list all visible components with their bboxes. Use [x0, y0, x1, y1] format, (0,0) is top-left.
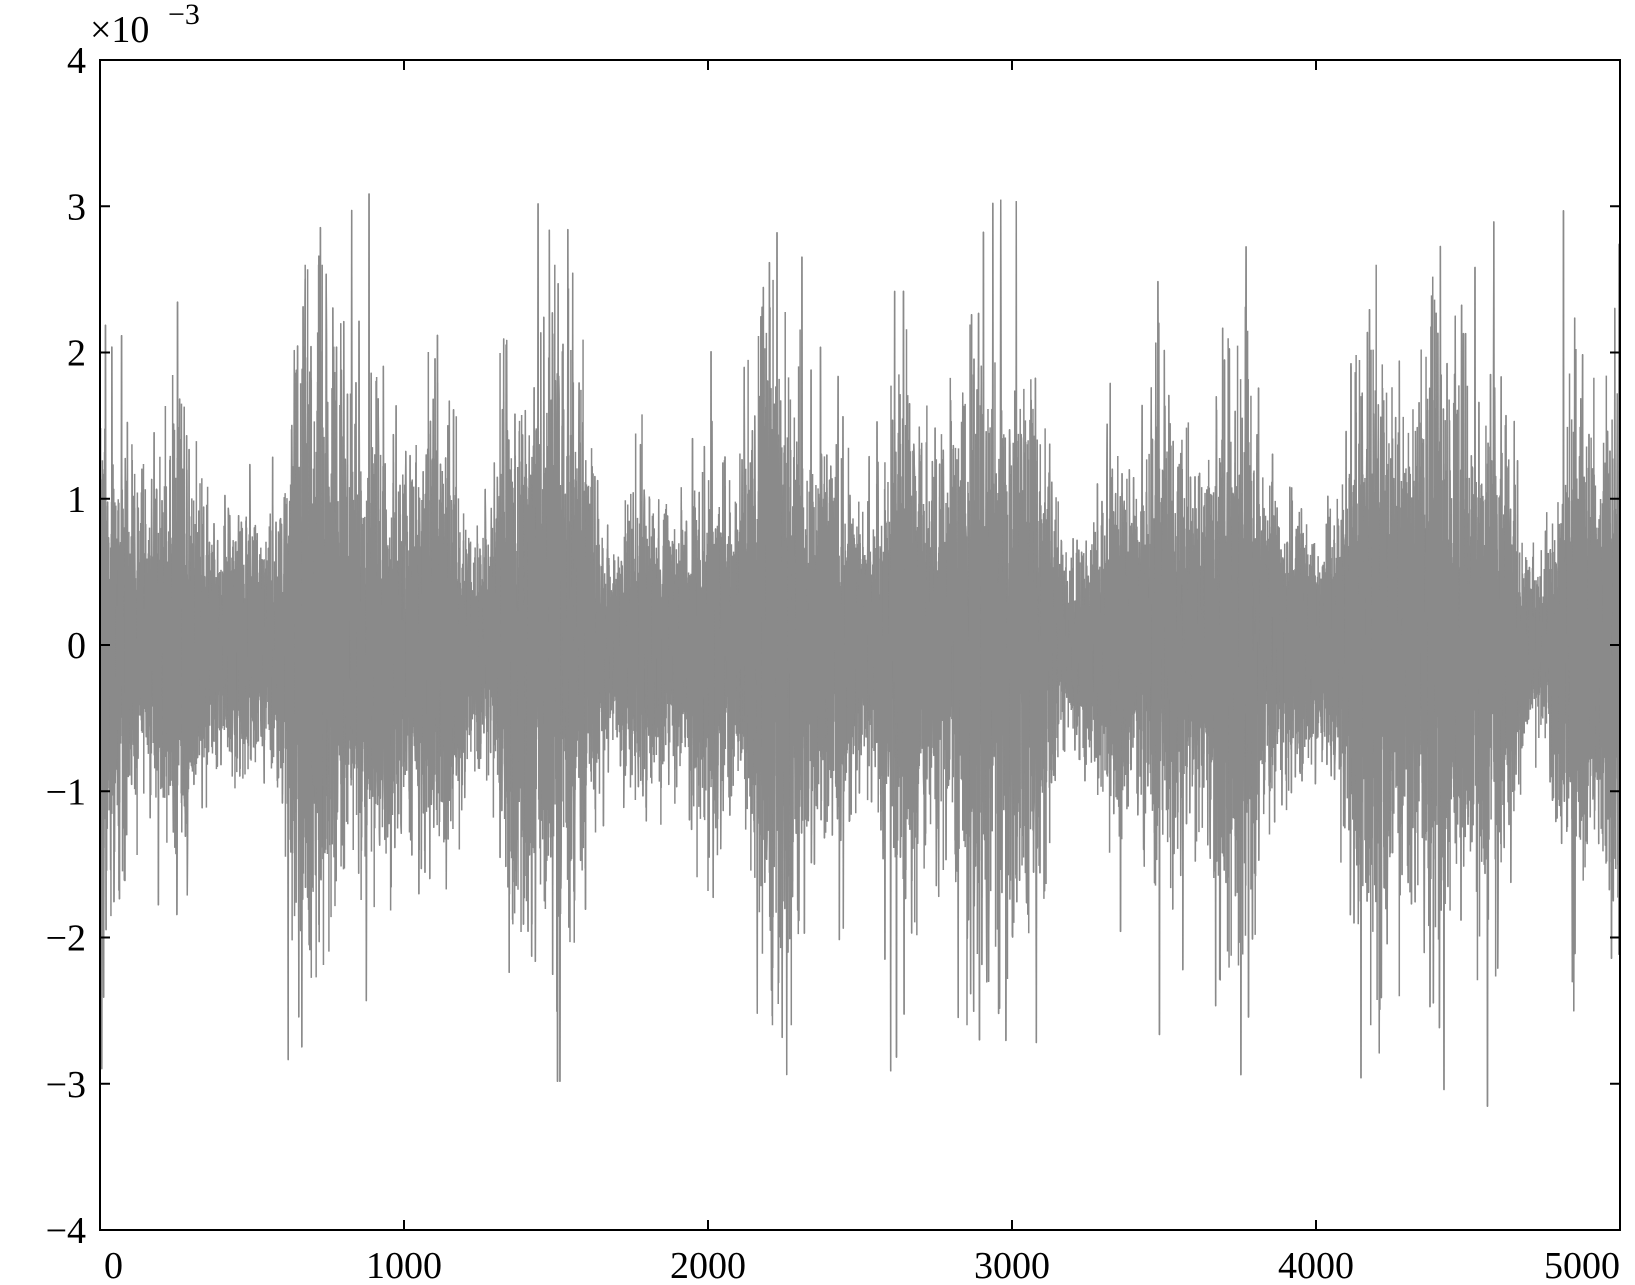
- noise-chart: 010002000300040005000−4−3−2−101234×10−3: [0, 0, 1635, 1285]
- chart-container: 010002000300040005000−4−3−2−101234×10−3: [0, 0, 1635, 1285]
